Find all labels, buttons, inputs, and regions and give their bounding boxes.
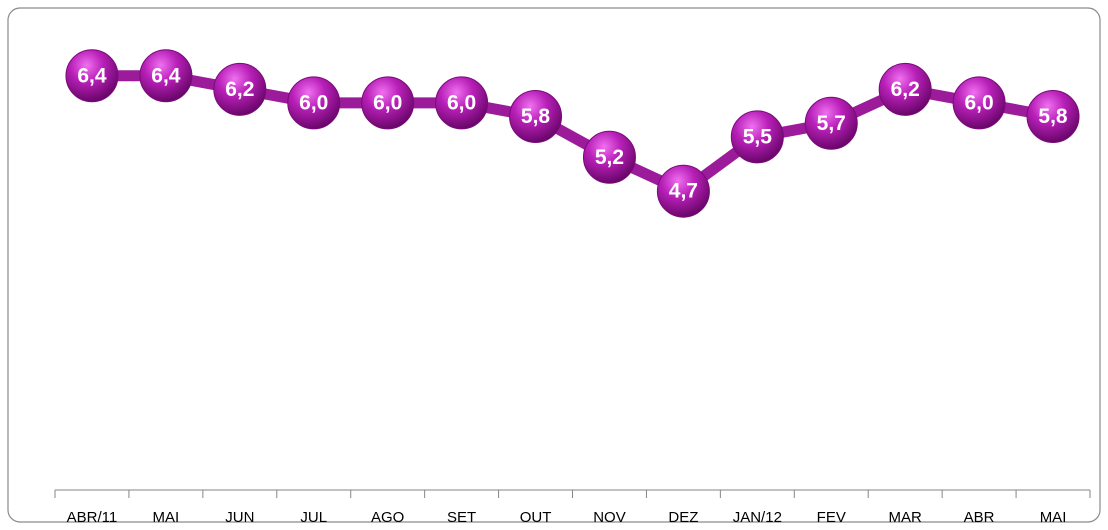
x-tick-label: FEV bbox=[817, 509, 846, 526]
value-label: 5,8 bbox=[1038, 105, 1068, 128]
marker bbox=[804, 96, 858, 150]
value-label: 5,7 bbox=[817, 112, 846, 135]
marker bbox=[1026, 89, 1080, 143]
marker bbox=[65, 49, 119, 103]
x-tick-label: MAI bbox=[153, 509, 180, 526]
x-tick-label: AGO bbox=[371, 509, 404, 526]
x-tick-label: OUT bbox=[520, 509, 552, 526]
value-label: 6,0 bbox=[299, 91, 328, 114]
x-tick-label: ABR/11 bbox=[67, 509, 118, 526]
value-label: 5,2 bbox=[595, 146, 624, 169]
value-label: 6,2 bbox=[891, 78, 920, 101]
marker bbox=[656, 164, 710, 218]
marker bbox=[435, 76, 489, 130]
value-label: 4,7 bbox=[669, 180, 698, 203]
x-tick-label: MAR bbox=[889, 509, 923, 526]
marker bbox=[582, 130, 636, 184]
value-label: 6,0 bbox=[373, 91, 402, 114]
value-label: 5,8 bbox=[521, 105, 551, 128]
x-tick-label: SET bbox=[447, 509, 476, 526]
value-label: 6,4 bbox=[151, 64, 181, 87]
x-tick-label: JAN/12 bbox=[733, 509, 782, 526]
x-tick-label: NOV bbox=[593, 509, 626, 526]
marker bbox=[509, 89, 563, 143]
marker bbox=[952, 76, 1006, 130]
marker bbox=[878, 62, 932, 116]
x-tick-label: JUL bbox=[300, 509, 327, 526]
marker bbox=[139, 49, 193, 103]
value-label: 6,0 bbox=[965, 91, 994, 114]
x-tick-label: MAI bbox=[1040, 509, 1067, 526]
marker bbox=[287, 76, 341, 130]
value-label: 6,2 bbox=[225, 78, 254, 101]
value-label: 6,0 bbox=[447, 91, 476, 114]
x-tick-label: ABR bbox=[964, 509, 995, 526]
x-tick-label: DEZ bbox=[668, 509, 698, 526]
marker bbox=[213, 62, 267, 116]
marker bbox=[361, 76, 415, 130]
x-tick-label: JUN bbox=[225, 509, 254, 526]
marker bbox=[730, 110, 784, 164]
value-label: 5,5 bbox=[743, 125, 773, 148]
value-label: 6,4 bbox=[77, 64, 107, 87]
